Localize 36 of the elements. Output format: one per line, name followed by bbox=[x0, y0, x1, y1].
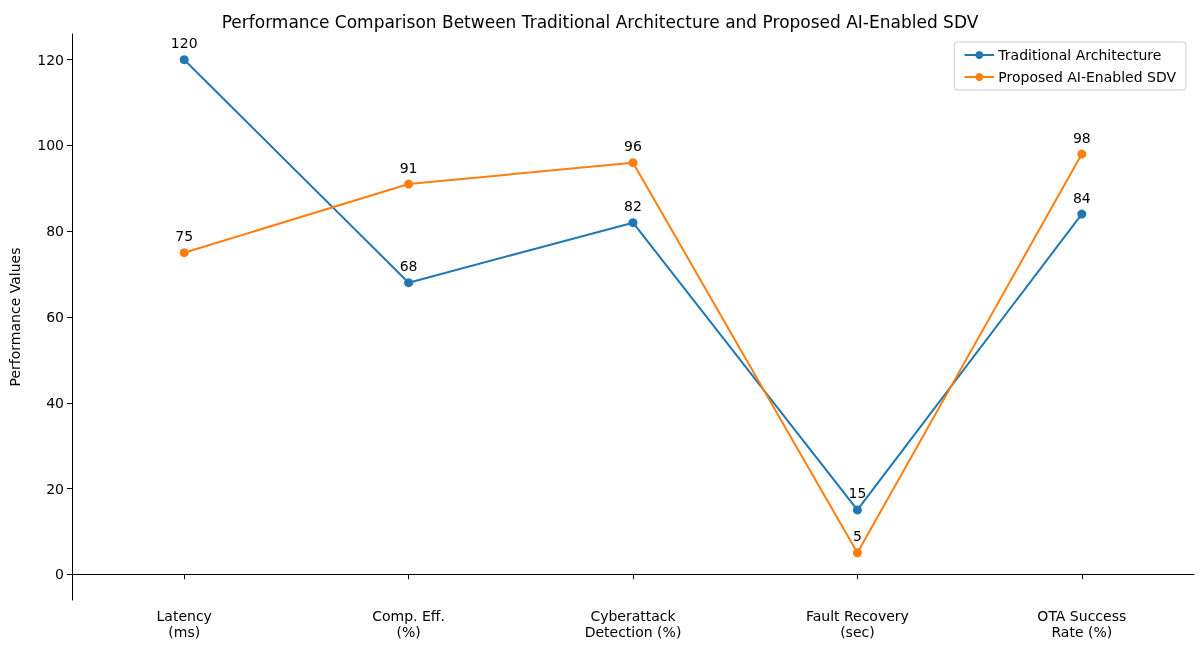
point bbox=[404, 179, 414, 189]
point bbox=[852, 548, 862, 558]
data-label: 98 bbox=[1072, 129, 1091, 146]
point bbox=[852, 505, 862, 515]
legend-label: Proposed AI-Enabled SDV bbox=[998, 69, 1177, 85]
y-tick-label: 120 bbox=[37, 51, 64, 68]
data-label: 84 bbox=[1072, 189, 1091, 206]
data-label: 68 bbox=[399, 258, 418, 275]
y-tick-label: 0 bbox=[55, 566, 64, 583]
point bbox=[1077, 209, 1087, 219]
point bbox=[628, 218, 638, 228]
data-label: 96 bbox=[624, 138, 642, 155]
y-tick-label: 100 bbox=[37, 137, 64, 154]
x-tick-label: Fault Recovery (sec) bbox=[805, 608, 909, 640]
data-label: 15 bbox=[848, 485, 867, 502]
y-tick-label: 40 bbox=[46, 394, 64, 411]
chart-title: Performance Comparison Between Traditional Architecture and Proposed AI-Enabled SDV bbox=[221, 11, 979, 32]
point bbox=[628, 158, 638, 168]
point bbox=[1077, 149, 1087, 159]
data-label: 82 bbox=[624, 198, 642, 215]
legend-label: Traditional Architecture bbox=[997, 47, 1162, 63]
x-tick-label: Latency (ms) bbox=[156, 608, 212, 640]
y-tick-label: 60 bbox=[46, 309, 64, 325]
y-tick-label: 20 bbox=[46, 480, 64, 497]
point bbox=[179, 248, 189, 258]
x-tick-label: Cyberattack Detection (%) bbox=[584, 608, 682, 640]
data-label: 5 bbox=[852, 528, 862, 545]
data-label: 120 bbox=[170, 35, 198, 52]
y-axis-title: Performance Values bbox=[7, 247, 23, 387]
y-tick-label: 80 bbox=[46, 223, 64, 240]
data-label: 75 bbox=[175, 228, 194, 245]
x-tick-label: OTA Success Rate (%) bbox=[1037, 608, 1127, 640]
point bbox=[404, 278, 414, 288]
data-label: 91 bbox=[399, 159, 418, 176]
point bbox=[179, 55, 189, 65]
x-tick-label: Comp. Eff. (%) bbox=[372, 608, 445, 640]
